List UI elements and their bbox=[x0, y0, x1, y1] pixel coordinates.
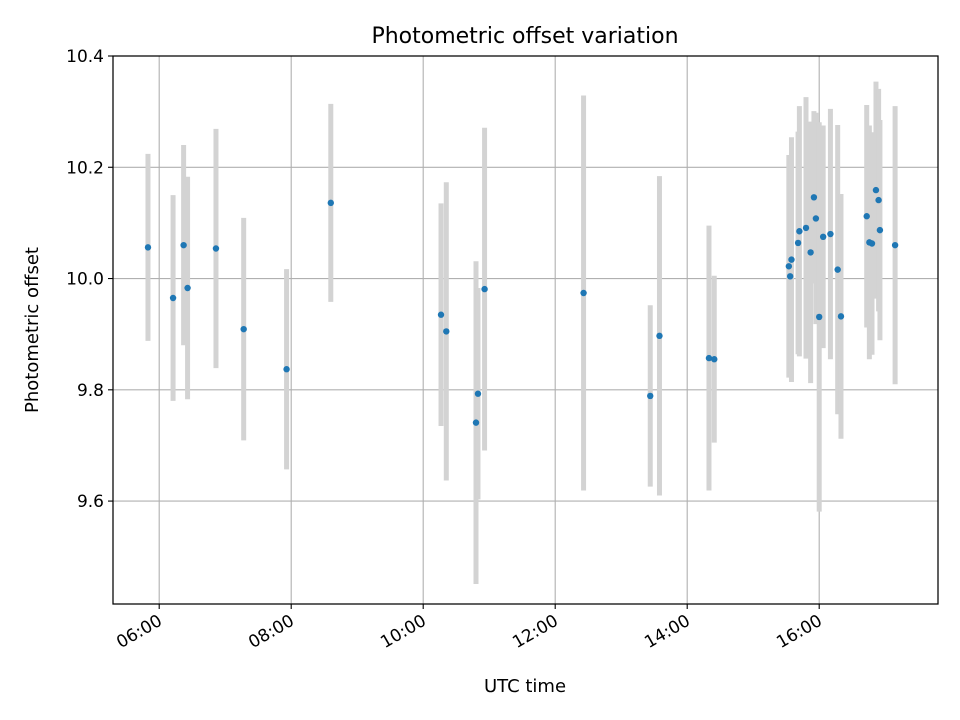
data-points bbox=[144, 186, 899, 426]
data-point bbox=[705, 354, 713, 362]
data-point bbox=[240, 325, 247, 333]
x-axis-label: UTC time bbox=[484, 676, 566, 697]
data-point bbox=[437, 311, 445, 318]
data-point bbox=[802, 224, 810, 232]
data-point bbox=[796, 228, 803, 235]
data-point bbox=[580, 289, 587, 297]
data-point bbox=[481, 285, 488, 293]
y-axis-label: Photometric offset bbox=[22, 247, 43, 413]
data-point bbox=[443, 328, 450, 335]
y-axis-ticks: 9.6 9.8 10.0 10.2 10.4 bbox=[66, 47, 113, 512]
data-point bbox=[794, 239, 802, 247]
y-tick-label: 10.2 bbox=[66, 158, 104, 178]
data-point bbox=[812, 215, 820, 222]
data-point bbox=[819, 233, 827, 241]
data-point bbox=[807, 249, 814, 256]
data-point bbox=[863, 213, 870, 220]
data-point bbox=[872, 186, 880, 194]
chart-title: Photometric offset variation bbox=[371, 24, 678, 49]
data-point bbox=[827, 230, 834, 238]
data-point bbox=[891, 241, 899, 249]
data-point bbox=[283, 366, 290, 373]
data-point bbox=[144, 244, 152, 251]
y-tick-label: 10.4 bbox=[66, 47, 104, 67]
y-tick-label: 10.0 bbox=[66, 270, 104, 290]
data-point bbox=[837, 313, 845, 320]
data-point bbox=[868, 240, 876, 247]
data-point bbox=[474, 390, 482, 397]
data-point bbox=[184, 284, 191, 292]
data-point bbox=[786, 273, 794, 280]
y-tick-label: 9.8 bbox=[77, 381, 104, 401]
data-point bbox=[711, 356, 718, 363]
data-point bbox=[875, 196, 882, 204]
plot-frame bbox=[112, 55, 939, 605]
data-point bbox=[169, 294, 177, 302]
data-point bbox=[788, 256, 795, 263]
data-point bbox=[656, 332, 663, 340]
y-tick-label: 9.6 bbox=[77, 492, 104, 512]
data-point bbox=[472, 419, 480, 426]
data-point bbox=[212, 245, 220, 252]
data-point bbox=[876, 226, 884, 234]
data-point bbox=[810, 194, 818, 201]
data-point bbox=[785, 263, 793, 270]
data-point bbox=[834, 266, 841, 273]
data-point bbox=[816, 313, 823, 321]
data-point bbox=[180, 241, 187, 249]
data-point bbox=[647, 392, 654, 400]
data-point bbox=[327, 199, 334, 207]
